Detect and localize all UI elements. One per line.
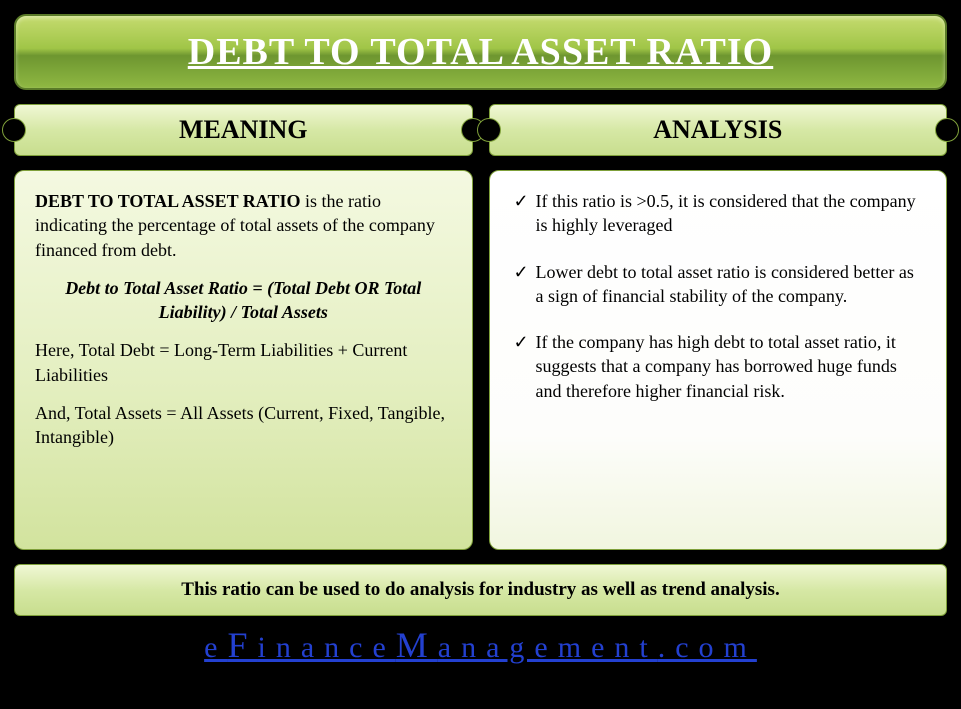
header-analysis: ANALYSIS [489, 104, 948, 156]
site-F: F [227, 625, 257, 665]
bottom-note: This ratio can be used to do analysis fo… [14, 564, 947, 616]
columns: MEANING DEBT TO TOTAL ASSET RATIO is the… [14, 104, 947, 550]
meaning-lead-bold: DEBT TO TOTAL ASSET RATIO [35, 191, 300, 211]
meaning-lead: DEBT TO TOTAL ASSET RATIO is the ratio i… [35, 189, 452, 262]
header-meaning: MEANING [14, 104, 473, 156]
site-M: M [396, 625, 438, 665]
meaning-line4: And, Total Assets = All Assets (Current,… [35, 401, 452, 450]
analysis-list: If this ratio is >0.5, it is considered … [510, 189, 927, 403]
meaning-line3: Here, Total Debt = Long-Term Liabilities… [35, 338, 452, 387]
site-dotcom: .com [658, 631, 757, 664]
column-meaning: MEANING DEBT TO TOTAL ASSET RATIO is the… [14, 104, 473, 550]
site-e: e [204, 631, 227, 664]
meaning-formula: Debt to Total Asset Ratio = (Total Debt … [35, 276, 452, 325]
site-link[interactable]: eFinanceManagement.com [14, 624, 947, 666]
site-inance: inance [257, 631, 395, 664]
meaning-box: DEBT TO TOTAL ASSET RATIO is the ratio i… [14, 170, 473, 550]
title-banner: DEBT TO TOTAL ASSET RATIO [14, 14, 947, 90]
column-analysis: ANALYSIS If this ratio is >0.5, it is co… [489, 104, 948, 550]
analysis-item: Lower debt to total asset ratio is consi… [510, 260, 927, 309]
analysis-item: If the company has high debt to total as… [510, 330, 927, 403]
analysis-box: If this ratio is >0.5, it is considered … [489, 170, 948, 550]
page-title: DEBT TO TOTAL ASSET RATIO [36, 30, 925, 74]
analysis-item: If this ratio is >0.5, it is considered … [510, 189, 927, 238]
site-anagement: anagement [438, 631, 658, 664]
